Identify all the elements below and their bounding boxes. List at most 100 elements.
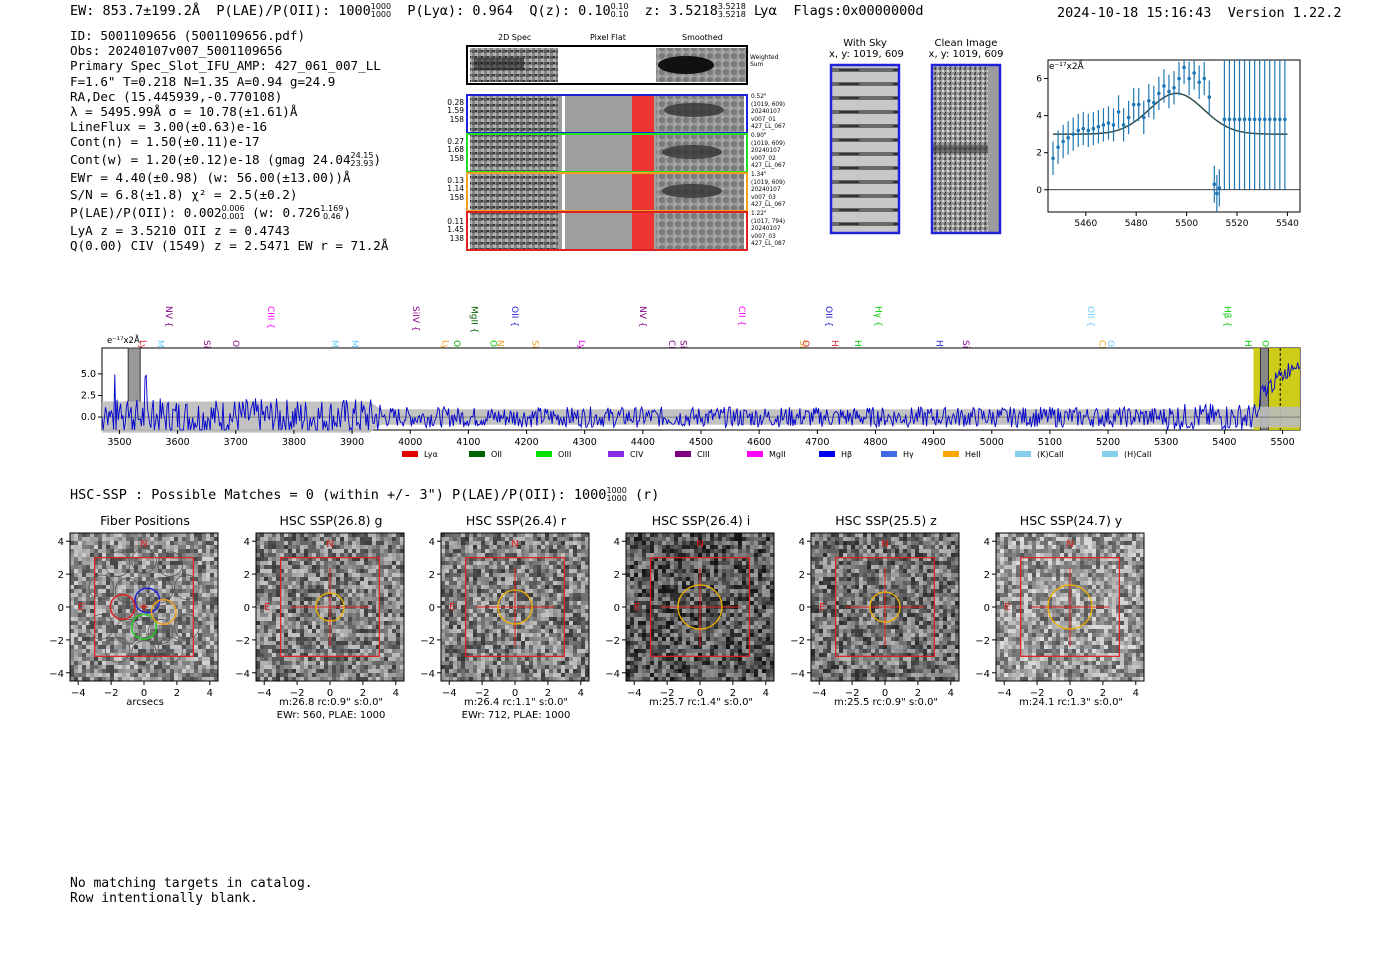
- hsc-pixel: [264, 573, 269, 578]
- fit-point-marker: [1086, 128, 1091, 133]
- hsc-pixel: [348, 557, 353, 562]
- hsc-pixel: [493, 625, 498, 630]
- hsc-pixel: [146, 565, 151, 570]
- fiber-orange: [150, 598, 177, 626]
- hsc-pixel: [102, 609, 107, 614]
- hsc-pixel: [392, 605, 397, 610]
- hsc-pixel: [276, 645, 281, 650]
- hsc-pixel: [634, 533, 639, 538]
- hsc-pixel: [320, 549, 325, 554]
- hsc-pixel: [98, 601, 103, 606]
- hsc-pixel: [82, 649, 87, 654]
- hsc-pixel: [316, 533, 321, 538]
- hsc-pixel: [449, 669, 454, 674]
- hsc-pixel: [190, 645, 195, 650]
- hsc-pixel: [344, 657, 349, 662]
- hsc-pixel: [356, 533, 361, 538]
- hsc-pixel: [304, 585, 309, 590]
- hsc-pixel: [202, 593, 207, 598]
- hsc-pixel: [585, 653, 590, 658]
- hsc-pixel: [276, 549, 281, 554]
- hsc-pixel: [360, 653, 365, 658]
- hsc-pixel: [316, 645, 321, 650]
- hsc-pixel: [154, 605, 159, 610]
- hsc-pixel: [292, 565, 297, 570]
- hsc-pixel: [642, 545, 647, 550]
- hsc-pixel: [501, 657, 506, 662]
- hsc-pixel: [206, 533, 211, 538]
- hsc-pixel: [573, 565, 578, 570]
- hsc-pixel: [276, 545, 281, 550]
- hsc-pixel: [517, 601, 522, 606]
- hsc-pixel: [320, 613, 325, 618]
- hsc-pixel: [380, 573, 385, 578]
- hsc-pixel: [102, 533, 107, 538]
- hsc-pixel: [505, 621, 510, 626]
- hsc-pixel: [352, 673, 357, 678]
- hsc-pixel: [549, 549, 554, 554]
- hsc-pixel: [553, 629, 558, 634]
- hsc-pixel: [449, 657, 454, 662]
- hsc-pixel: [493, 573, 498, 578]
- hsc-pixel: [481, 673, 486, 678]
- hsc-pixel: [702, 569, 707, 574]
- hsc-pixel: [94, 665, 99, 670]
- hsc-pixel: [376, 573, 381, 578]
- hsc-pixel: [441, 633, 446, 638]
- fit-data-point: [1187, 61, 1191, 96]
- hsc-pixel: [461, 589, 466, 594]
- hsc-pixel: [264, 601, 269, 606]
- hsc-pixel: [469, 653, 474, 658]
- with-sky-image: [832, 66, 898, 232]
- hsc-pixel: [256, 561, 261, 566]
- hsc-pixel: [288, 569, 293, 574]
- hsc-pixel: [445, 613, 450, 618]
- hsc-pixel: [473, 565, 478, 570]
- hsc-pixel: [465, 637, 470, 642]
- hsc-pixel: [174, 665, 179, 670]
- hsc-ytick-label: 4: [429, 537, 435, 548]
- hsc-pixel: [90, 661, 95, 666]
- hsc-pixel: [569, 661, 574, 666]
- hsc-pixel: [360, 553, 365, 558]
- hsc-pixel: [585, 645, 590, 650]
- hsc-pixel: [214, 569, 219, 574]
- hsc-pixel: [384, 613, 389, 618]
- hsc-pixel: [388, 593, 393, 598]
- hsc-pixel: [453, 621, 458, 626]
- fit-point-marker: [1126, 115, 1131, 120]
- hsc-pixel: [565, 601, 570, 606]
- hsc-pixel: [210, 641, 215, 646]
- hsc-pixel: [296, 641, 301, 646]
- hsc-pixel: [477, 585, 482, 590]
- hsc-pixel: [198, 561, 203, 566]
- hsc-pixel: [186, 613, 191, 618]
- hsc-pixel: [202, 553, 207, 558]
- hsc-pixel: [292, 549, 297, 554]
- hsc-pixel: [549, 569, 554, 574]
- hsc-pixel: [525, 657, 530, 662]
- info-contw-row: Cont(w) = 1.20(±0.12)e-18 (gmag 24.04 24.…: [70, 151, 382, 169]
- hsc-pixel: [162, 613, 167, 618]
- hsc-pixel: [469, 569, 474, 574]
- hsc-pixel: [392, 569, 397, 574]
- hsc-pixel: [497, 613, 502, 618]
- hsc-pixel: [288, 549, 293, 554]
- spectrum-xtick-label: 5100: [1038, 437, 1062, 448]
- hsc-pixel: [114, 657, 119, 662]
- hsc-pixel: [102, 537, 107, 542]
- hsc-pixel: [210, 533, 215, 538]
- hsc-pixel: [493, 597, 498, 602]
- row4-info: 1.22" (1017, 794) 20240107 v007_03 427_LL_08…: [751, 211, 786, 248]
- hsc-pixel: [469, 669, 474, 674]
- hsc-pixel: [280, 545, 285, 550]
- hsc-pixel: [521, 537, 526, 542]
- hsc-pixel: [388, 621, 393, 626]
- hsc-pixel: [646, 573, 651, 578]
- fit-data-point: [1061, 124, 1065, 159]
- hsc-pixel: [565, 617, 570, 622]
- hsc-pixel: [485, 645, 490, 650]
- hsc-pixel: [453, 653, 458, 658]
- hsc-pixel: [501, 661, 506, 666]
- hsc-pixel: [122, 533, 127, 538]
